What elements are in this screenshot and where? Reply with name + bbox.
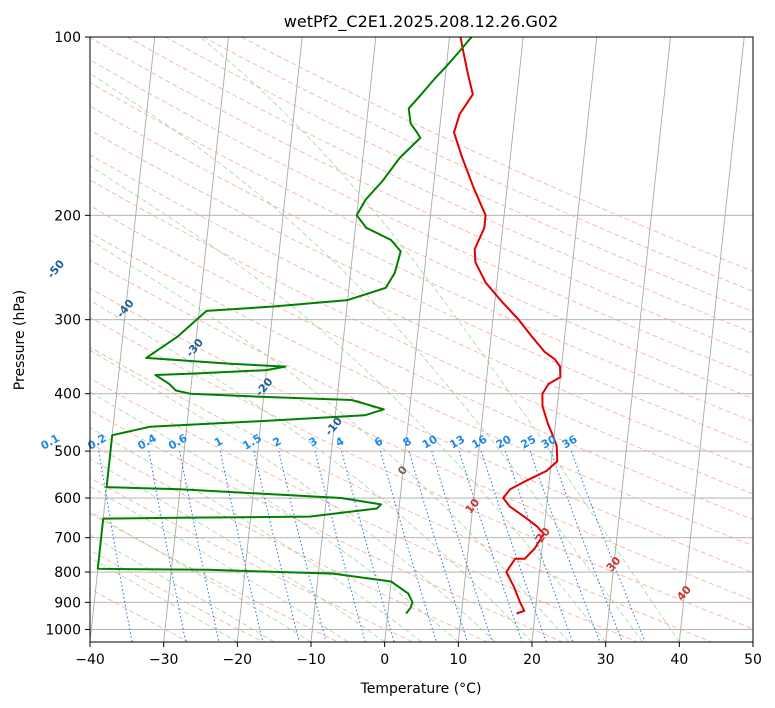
x-axis-title: Temperature (°C) <box>360 681 482 697</box>
moist-adiabat-line <box>90 349 496 642</box>
x-tick-label: −30 <box>149 652 179 668</box>
moist-adiabat-line <box>199 37 680 642</box>
mixing-ratio-line <box>219 451 264 642</box>
y-tick-label: 100 <box>54 30 81 46</box>
x-tick-label: 40 <box>670 652 688 668</box>
mixing-ratio-line <box>550 450 623 642</box>
profile-lines <box>96 37 562 615</box>
dry-adiabat-line <box>90 377 638 642</box>
mixing-ratio-line <box>431 450 493 642</box>
isotherm-line <box>605 37 671 642</box>
moist-adiabat-line <box>90 534 275 642</box>
y-tick-label: 900 <box>54 595 81 611</box>
mixing-ratio-line <box>504 450 574 642</box>
profile-series-line <box>453 37 562 615</box>
isotherm-line <box>384 37 450 642</box>
x-tick-label: 50 <box>744 652 762 668</box>
moist-adiabat-line <box>90 299 533 642</box>
mixing-ratio-line <box>480 450 547 642</box>
y-tick-label: 200 <box>54 208 81 224</box>
chart-title: wetPf2_C2E1.2025.208.12.26.G02 <box>284 12 558 32</box>
y-tick-label: 700 <box>54 531 81 547</box>
x-tick-label: 20 <box>523 652 541 668</box>
x-tick-label: 10 <box>449 652 467 668</box>
dry-adiabat-line <box>90 409 563 642</box>
dry-adiabat-line <box>90 179 753 495</box>
background-lines <box>90 37 753 642</box>
mixing-ratio-line <box>408 450 468 642</box>
moist-adiabat-line <box>90 391 459 642</box>
axes: −40 −30 −20 −10 0 10 20 30 40 50 1000 900 800 700 600 5… <box>45 30 762 668</box>
dry-adiabat-line <box>164 37 753 313</box>
mixing-ratio-line <box>314 450 366 642</box>
moist-adiabat-line <box>90 239 570 642</box>
dry-adiabat-line <box>90 105 753 422</box>
mixing-ratio-line <box>458 450 523 642</box>
dry-adiabat-line <box>90 37 753 355</box>
mixing-ratio-line <box>148 451 187 642</box>
y-tick-label: 300 <box>54 313 81 329</box>
mixing-ratio-line <box>570 450 646 642</box>
dry-adiabat-line <box>203 37 753 292</box>
dry-adiabat-line <box>90 287 753 601</box>
isotherm-line <box>236 37 303 642</box>
dry-adiabat-line <box>90 205 753 520</box>
isotherm-line <box>457 37 524 642</box>
x-tick-label: −20 <box>223 652 253 668</box>
y-tick-label: 800 <box>54 565 81 581</box>
mixing-ratio-line <box>341 450 395 642</box>
y-tick-label: 400 <box>54 387 81 403</box>
plot-frame <box>89 36 754 643</box>
dry-adiabat-line <box>90 442 488 642</box>
isotherm-line <box>531 37 598 642</box>
dry-adiabat-line <box>90 129 753 446</box>
dry-adiabat-line <box>90 316 753 630</box>
y-axis-title: Pressure (hPa) <box>12 290 28 390</box>
moist-adiabat-line <box>90 556 238 642</box>
dry-adiabat-line <box>90 346 712 642</box>
moist-adiabat-line <box>90 485 349 642</box>
moist-adiabat-line <box>90 72 643 642</box>
y-tick-label: 500 <box>54 444 81 460</box>
mixing-ratio-line <box>179 451 220 642</box>
x-tick-label: 0 <box>380 652 389 668</box>
isotherm-line <box>163 37 229 642</box>
y-tick-label: 1000 <box>45 622 81 638</box>
mixing-ratio-line <box>379 450 437 642</box>
moist-adiabat-line <box>90 511 312 642</box>
dry-adiabat-line <box>90 259 753 574</box>
profile-series-line <box>96 37 473 615</box>
x-tick-label: −40 <box>75 652 105 668</box>
isotherm-line <box>678 37 745 642</box>
x-tick-label: 30 <box>597 652 615 668</box>
dry-adiabat-line <box>90 59 753 377</box>
x-tick-label: −10 <box>296 652 326 668</box>
moist-adiabat-line <box>90 165 607 642</box>
y-tick-label: 600 <box>54 491 81 507</box>
dry-adiabat-line <box>90 588 190 642</box>
